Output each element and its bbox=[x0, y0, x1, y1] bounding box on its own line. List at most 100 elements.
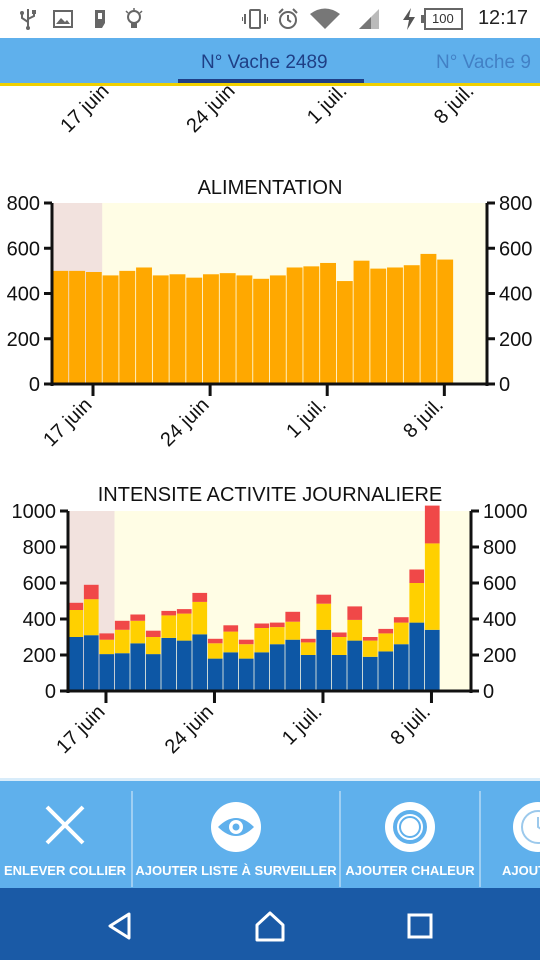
chart-bar-segment bbox=[331, 655, 347, 691]
enlever-collier-button[interactable]: ENLEVER COLLIER bbox=[0, 781, 130, 888]
chart-title-alimentation: ALIMENTATION bbox=[197, 177, 343, 199]
chart-bar-segment bbox=[114, 629, 130, 654]
back-icon[interactable] bbox=[100, 906, 140, 946]
chart-bar-segment bbox=[192, 592, 208, 602]
sim-icon bbox=[90, 8, 110, 30]
chart-y-tick-label: 1000 bbox=[12, 501, 57, 523]
tab-vache-next[interactable]: N° Vache 9 bbox=[436, 52, 531, 73]
chart-bar bbox=[219, 273, 236, 384]
chart-y-tick-label: 600 bbox=[499, 238, 532, 260]
chart-bar-segment bbox=[362, 640, 378, 657]
charts-scroll-area[interactable]: 17 juin 24 juin 1 juil. 8 juil. 0 0 200 200 400 4… bbox=[0, 86, 540, 778]
chart-bar-segment bbox=[378, 628, 394, 634]
chart-bar-segment bbox=[269, 622, 285, 628]
top-axis-tick-label: 17 juin bbox=[56, 86, 113, 137]
chart-bar-segment bbox=[316, 594, 332, 604]
usb-icon bbox=[18, 8, 38, 30]
chart-bar-segment bbox=[223, 625, 239, 632]
chart-bar-segment bbox=[161, 615, 177, 638]
chart-bar-segment bbox=[300, 638, 316, 643]
alarm-icon bbox=[276, 8, 300, 30]
battery-level: 100 bbox=[432, 11, 454, 26]
chart-x-tick-label: 17 juin bbox=[52, 701, 109, 758]
chart-y-tick-label: 400 bbox=[499, 284, 532, 306]
ajouter-chaleur-button[interactable]: AJOUTER CHALEUR bbox=[342, 781, 478, 888]
chart-bar bbox=[403, 265, 420, 384]
chart-bar bbox=[320, 262, 337, 384]
chart-title-activite: INTENSITE ACTIVITE JOURNALIERE bbox=[97, 484, 443, 506]
tab-bar: N° Vache 2489 N° Vache 9 bbox=[0, 38, 540, 86]
chart-x-tick-label: 8 juil. bbox=[399, 394, 448, 443]
chart-bar-segment bbox=[130, 614, 146, 621]
wifi-icon bbox=[310, 8, 340, 30]
chart-bar bbox=[102, 275, 119, 384]
chart-y-tick-label: 0 bbox=[45, 681, 56, 703]
ajout-label: AJOUT bbox=[502, 863, 540, 878]
chart-bar-segment bbox=[285, 621, 301, 640]
chart-bar-segment bbox=[68, 637, 84, 691]
ajouter-liste-surveiller-button[interactable]: AJOUTER LISTE À SURVEILLER bbox=[134, 781, 338, 888]
bulb-icon bbox=[124, 8, 144, 30]
chart-bar bbox=[387, 267, 403, 384]
clock-icon bbox=[512, 801, 540, 858]
battery-icon: 100 bbox=[420, 8, 464, 30]
chart-bar-segment bbox=[114, 620, 130, 630]
chart-bar-segment bbox=[223, 652, 239, 691]
chart-bar bbox=[69, 270, 86, 384]
chart-bar-segment bbox=[285, 611, 301, 622]
chart-y-tick-label: 600 bbox=[7, 238, 40, 260]
chart-bar-segment bbox=[114, 653, 130, 691]
chart-y-tick-label: 800 bbox=[483, 537, 516, 559]
chart-y-tick-label: 0 bbox=[499, 374, 510, 396]
chart-bar-segment bbox=[83, 599, 99, 636]
chart-bar-segment bbox=[238, 639, 254, 645]
chart-bar-segment bbox=[68, 610, 84, 637]
chart-bar bbox=[119, 270, 136, 384]
chart-bar-segment bbox=[176, 609, 192, 614]
top-axis-tick-label: 8 juil. bbox=[430, 86, 479, 129]
chart-y-tick-label: 600 bbox=[483, 573, 516, 595]
chart-bar-segment bbox=[207, 643, 223, 659]
chart-bar-segment bbox=[347, 606, 363, 620]
active-tab-indicator bbox=[178, 79, 364, 83]
chart-bar-segment bbox=[393, 622, 409, 645]
toolbar-divider bbox=[479, 791, 481, 887]
charging-icon bbox=[400, 8, 418, 30]
chart-alimentation: 0 0 200 200 400 400 600 600 800 800 17 juin 24 juin… bbox=[7, 193, 533, 451]
chart-y-tick-label: 200 bbox=[483, 645, 516, 667]
ajouter-liste-surveiller-label: AJOUTER LISTE À SURVEILLER bbox=[135, 863, 337, 878]
chart-bar-segment bbox=[161, 637, 177, 691]
chart-bar-segment bbox=[300, 642, 316, 655]
chart-y-tick-label: 800 bbox=[23, 537, 56, 559]
chart-x-tick-label: 8 juil. bbox=[386, 701, 435, 750]
chart-bar bbox=[236, 275, 253, 384]
ajout-button[interactable]: AJOUT bbox=[482, 781, 540, 888]
chart-activite: 0 0 200 200 400 400 600 600 800 800 1000 1000 17 jui… bbox=[12, 501, 528, 758]
chart-bar-segment bbox=[145, 630, 161, 637]
chart-bar-segment bbox=[393, 644, 409, 691]
chart-x-tick-label: 24 juin bbox=[156, 394, 213, 451]
chart-bar-segment bbox=[316, 603, 332, 630]
tab-vache-2489[interactable]: N° Vache 2489 bbox=[201, 52, 328, 73]
chart-bar-segment bbox=[347, 619, 363, 641]
ajouter-chaleur-label: AJOUTER CHALEUR bbox=[345, 863, 475, 878]
chart-bar-segment bbox=[269, 644, 285, 691]
chart-y-tick-label: 1000 bbox=[483, 501, 528, 523]
system-nav-bar bbox=[0, 888, 540, 960]
top-axis-tick-label: 1 juil. bbox=[303, 86, 352, 129]
chart-bar bbox=[437, 259, 454, 384]
chart-bar-segment bbox=[331, 637, 347, 655]
chart-bar bbox=[370, 268, 387, 384]
chart-bar-segment bbox=[192, 634, 208, 691]
chart-x-tick-label: 24 juin bbox=[161, 701, 218, 758]
chart-bar-segment bbox=[269, 627, 285, 645]
chart-x-tick-label: 17 juin bbox=[39, 394, 96, 451]
home-icon[interactable] bbox=[250, 906, 290, 946]
chart-bar bbox=[303, 266, 320, 384]
chart-bar-segment bbox=[362, 656, 378, 691]
recent-apps-icon[interactable] bbox=[400, 906, 440, 946]
chart-bar-segment bbox=[68, 602, 84, 610]
chart-bar bbox=[85, 272, 102, 384]
chart-bar bbox=[136, 267, 152, 384]
chart-x-tick-label: 1 juil. bbox=[278, 701, 327, 750]
